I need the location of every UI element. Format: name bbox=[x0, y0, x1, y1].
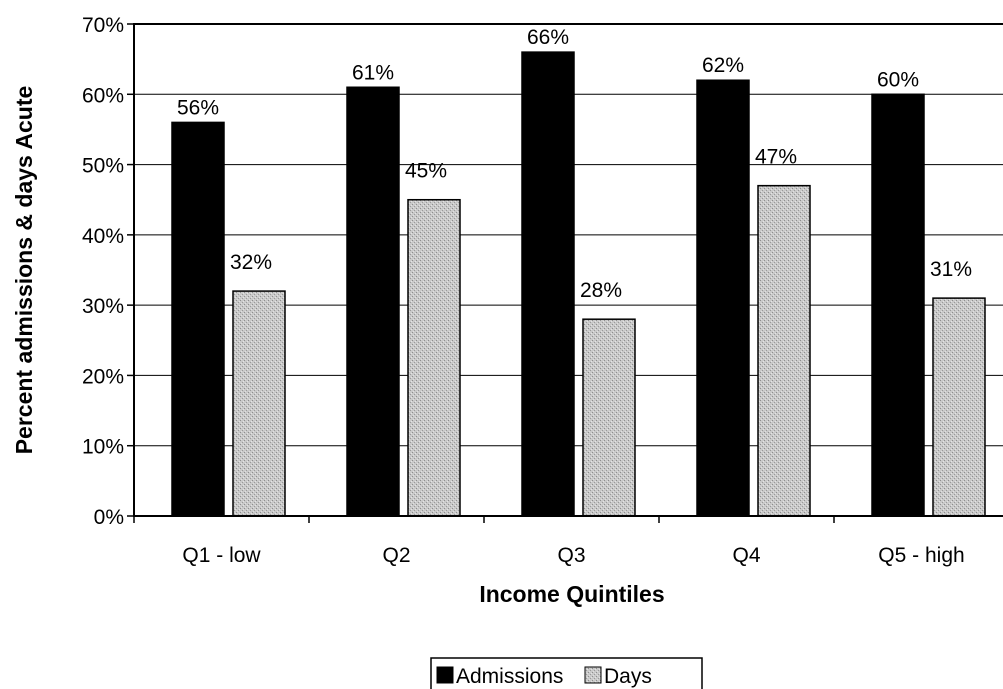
y-tick-label: 0% bbox=[94, 506, 124, 529]
bar-days bbox=[582, 318, 636, 517]
x-tick-label: Q4 bbox=[732, 544, 760, 567]
legend-box bbox=[430, 657, 703, 689]
y-axis-title: Percent admissions & days Acute bbox=[11, 86, 37, 455]
data-label-days: 28% bbox=[580, 279, 622, 302]
bar-days bbox=[407, 198, 461, 517]
bar-admissions bbox=[871, 93, 925, 517]
bars bbox=[171, 51, 986, 517]
data-label-days: 31% bbox=[930, 258, 972, 281]
x-axis-ticks: Q1 - low Q2 Q3 Q4 Q5 - high bbox=[133, 516, 965, 567]
data-label-admissions: 62% bbox=[702, 54, 744, 77]
x-tick-label: Q3 bbox=[557, 544, 585, 567]
legend-label-days: Days bbox=[604, 665, 652, 688]
y-tick-label: 60% bbox=[82, 84, 124, 107]
bar-days bbox=[232, 290, 286, 517]
y-tick-label: 40% bbox=[82, 225, 124, 248]
data-label-days: 45% bbox=[405, 160, 447, 183]
bar-admissions bbox=[696, 79, 750, 517]
legend: Admissions Days bbox=[430, 657, 703, 689]
x-axis-title: Income Quintiles bbox=[479, 581, 664, 607]
y-tick-label: 30% bbox=[82, 295, 124, 318]
bar-admissions bbox=[521, 51, 575, 517]
y-axis-ticks: 0% 10% 20% 30% 40% 50% 60% 70% bbox=[82, 14, 134, 529]
legend-swatch-days bbox=[584, 666, 602, 684]
bar-days bbox=[932, 297, 986, 517]
x-tick-label: Q2 bbox=[382, 544, 410, 567]
data-label-days: 32% bbox=[230, 251, 272, 274]
legend-label-admissions: Admissions bbox=[456, 665, 563, 688]
data-label-days: 47% bbox=[755, 146, 797, 169]
plot-area-frame bbox=[133, 23, 1003, 517]
x-tick-label: Q1 - low bbox=[182, 544, 261, 567]
data-label-admissions: 56% bbox=[177, 96, 219, 119]
data-label-admissions: 66% bbox=[527, 26, 569, 49]
bar-admissions bbox=[346, 86, 400, 517]
x-tick-label: Q5 - high bbox=[878, 544, 964, 567]
data-labels: 56% 61% 66% 62% 60% 32% 45% 28% 47% 31% bbox=[177, 26, 972, 302]
data-label-admissions: 61% bbox=[352, 61, 394, 84]
y-tick-label: 50% bbox=[82, 155, 124, 178]
y-tick-label: 70% bbox=[82, 14, 124, 37]
data-label-admissions: 60% bbox=[877, 68, 919, 91]
y-tick-label: 10% bbox=[82, 436, 124, 459]
bar-days bbox=[757, 184, 811, 517]
bar-admissions bbox=[171, 121, 225, 517]
legend-swatch-admissions bbox=[436, 666, 454, 684]
y-tick-label: 20% bbox=[82, 365, 124, 388]
